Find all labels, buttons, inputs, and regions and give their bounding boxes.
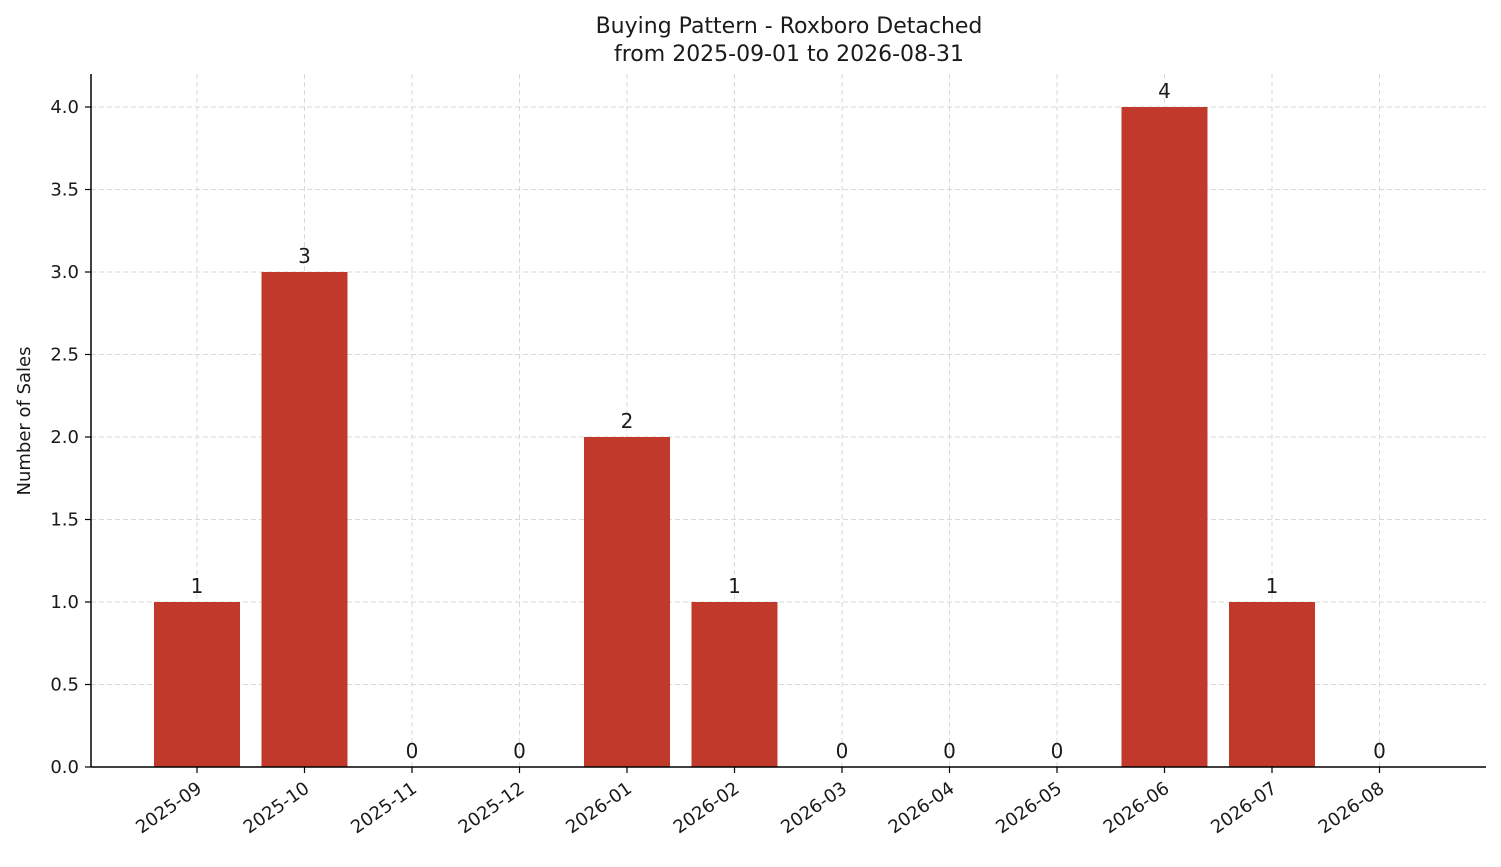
data-label: 2 (621, 409, 634, 433)
x-tick-label: 2026-05 (992, 778, 1066, 838)
y-tick-label: 0.5 (50, 675, 79, 696)
x-tick-label: 2026-02 (670, 778, 744, 838)
data-label: 0 (836, 739, 849, 763)
x-tick-label: 2025-11 (347, 778, 421, 838)
x-tick-label: 2026-01 (562, 778, 636, 838)
bar (584, 437, 670, 767)
data-label: 3 (298, 244, 311, 268)
x-ticks: 2025-09 2025-10 2025-11 2025-12 2026-01 2026-… (132, 767, 1388, 838)
x-tick-label: 2025-10 (240, 778, 314, 838)
y-ticks: 0.0 0.5 1.0 1.5 2.0 2.5 3.0 3.5 4.0 (50, 97, 91, 778)
y-tick-label: 2.5 (50, 345, 79, 366)
x-tick-label: 2026-03 (777, 778, 851, 838)
data-label: 1 (728, 574, 741, 598)
data-label: 4 (1158, 79, 1171, 103)
y-tick-label: 4.0 (50, 97, 79, 118)
y-tick-label: 3.0 (50, 262, 79, 283)
data-label: 0 (406, 739, 419, 763)
data-label: 1 (191, 574, 204, 598)
y-tick-label: 0.0 (50, 757, 79, 778)
y-tick-label: 2.0 (50, 427, 79, 448)
data-label: 0 (943, 739, 956, 763)
chart-subtitle: from 2025-09-01 to 2026-08-31 (614, 42, 964, 67)
bar (154, 602, 240, 767)
x-tick-label: 2025-09 (132, 778, 206, 838)
data-label: 0 (513, 739, 526, 763)
data-labels: 1 3 0 0 2 1 0 0 0 4 1 0 (191, 79, 1386, 763)
bar (691, 602, 778, 767)
y-tick-label: 1.5 (50, 510, 79, 531)
data-label: 0 (1051, 739, 1064, 763)
data-label: 0 (1373, 739, 1386, 763)
x-tick-label: 2026-07 (1207, 778, 1281, 838)
bar (1229, 602, 1315, 767)
y-tick-label: 3.5 (50, 180, 79, 201)
bar (261, 272, 348, 767)
x-tick-label: 2025-12 (455, 778, 529, 838)
bars (154, 107, 1315, 767)
x-tick-label: 2026-06 (1100, 778, 1174, 838)
chart-title: Buying Pattern - Roxboro Detached (596, 14, 983, 39)
data-label: 1 (1266, 574, 1279, 598)
bar (1121, 107, 1208, 767)
y-tick-label: 1.0 (50, 592, 79, 613)
y-axis-label: Number of Sales (14, 346, 35, 495)
x-tick-label: 2026-04 (885, 778, 959, 838)
x-tick-label: 2026-08 (1315, 778, 1389, 838)
